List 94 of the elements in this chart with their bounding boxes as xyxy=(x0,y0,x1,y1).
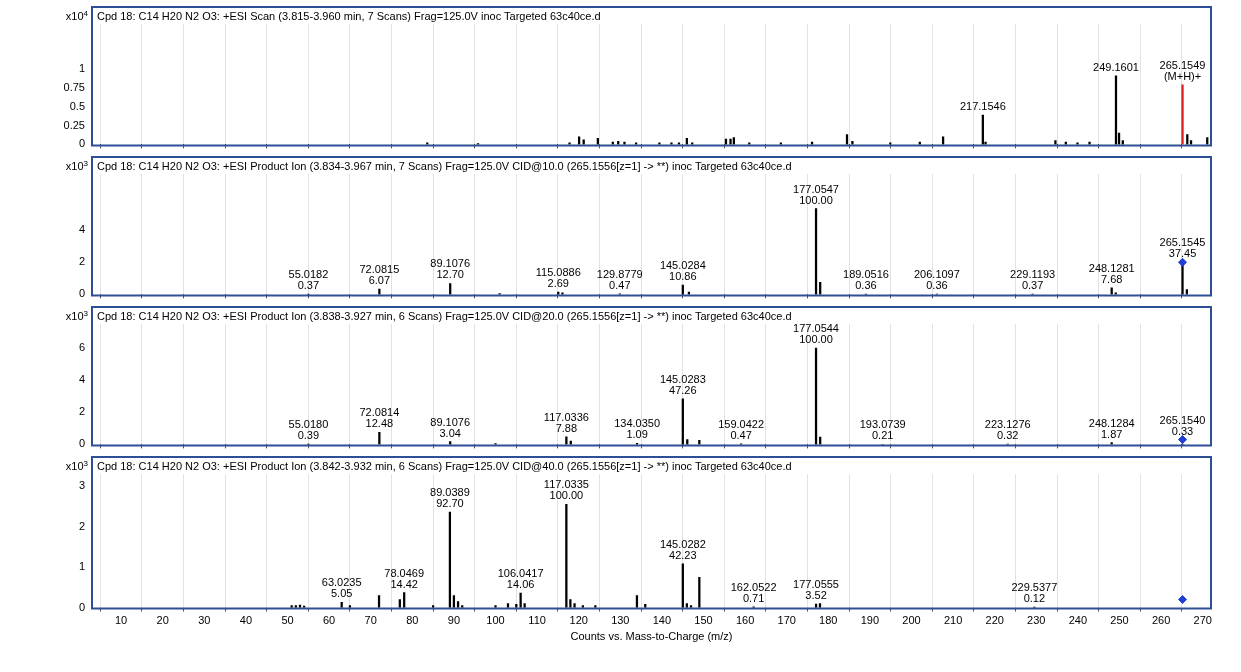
x-tick-label: 70 xyxy=(364,614,377,627)
chart-title: Cpd 18: C14 H20 N2 O3: +ESI Product Ion (3.834-3.967 min, 7 Scans) Frag=125.0V CID@10.0 (265.1556[z=1] -> **) inoc Targeted 63c40ce.d xyxy=(97,160,792,172)
chart-title: Cpd 18: C14 H20 N2 O3: +ESI Product Ion (3.842-3.932 min, 6 Scans) Frag=125.0V CID@40.0 (265.1556[z=1] -> **) inoc Targeted 63c40ce.d xyxy=(97,460,792,472)
x-tick-label: 230 xyxy=(1027,614,1046,627)
annotation: 145.0284 10.86 xyxy=(659,259,706,283)
y-tick-label: 2 xyxy=(78,405,85,418)
x-tick-label: 190 xyxy=(860,614,880,627)
annotation: 248.1284 1.87 xyxy=(1088,416,1135,440)
bar xyxy=(494,605,497,608)
x-tick-label: 60 xyxy=(322,614,336,627)
y-tick-label: 4 xyxy=(78,373,85,386)
annotation: 89.1076 3.04 xyxy=(430,415,471,439)
x-tick-label: 240 xyxy=(1068,614,1088,627)
annotation: 162.0522 0.71 xyxy=(730,580,777,604)
x-tick-label: 250 xyxy=(1110,614,1129,627)
annotation: 55.0180 0.39 xyxy=(288,418,329,442)
bar xyxy=(851,141,854,145)
x-tick-label: 140 xyxy=(652,614,672,627)
annotation: 265.1540 0.33 xyxy=(1159,413,1206,437)
annotation: 206.1097 0.36 xyxy=(913,268,960,292)
bar xyxy=(569,599,572,608)
x-tick-label: 110 xyxy=(528,614,546,627)
x-tick-label: 210 xyxy=(943,614,963,627)
annotation: 217.1546 xyxy=(959,100,1006,113)
x-tick-label: 160 xyxy=(735,614,755,627)
x-tick-label: 270 xyxy=(1193,614,1212,627)
x-tick-label: 40 xyxy=(239,614,253,627)
bar xyxy=(1054,140,1057,145)
y-tick-label: 2 xyxy=(78,255,85,268)
y-tick-label: 0.5 xyxy=(69,99,85,112)
bar xyxy=(561,292,564,295)
bar xyxy=(1181,84,1184,145)
x-tick-label: 50 xyxy=(281,614,294,627)
annotation: 145.0283 47.26 xyxy=(659,372,706,396)
chart-title: Cpd 18: C14 H20 N2 O3: +ESI Scan (3.815-3.960 min, 7 Scans) Frag=125.0V inoc Targeted 63c40ce.d xyxy=(97,10,601,22)
annotation: 159.0422 0.47 xyxy=(718,417,765,441)
y-tick-label: 1 xyxy=(78,62,85,75)
x-tick-label: 170 xyxy=(777,614,796,627)
x-tick-label: 180 xyxy=(819,614,838,627)
annotation: 89.0389 92.70 xyxy=(430,486,470,510)
annotation: 89.1076 12.70 xyxy=(430,257,471,281)
annotation: 177.0555 3.52 xyxy=(793,577,839,601)
y-tick-label: 0 xyxy=(78,437,85,450)
annotation: 223.1276 0.32 xyxy=(984,418,1031,442)
x-tick-label: 200 xyxy=(902,614,921,627)
bar xyxy=(1114,292,1117,295)
annotation: 189.0516 0.36 xyxy=(843,268,889,292)
y-tick-label: 1 xyxy=(78,560,85,573)
annotation: 117.0336 7.88 xyxy=(543,410,589,434)
annotation: 72.0814 12.48 xyxy=(359,406,400,430)
x-tick-label: 100 xyxy=(486,614,505,627)
annotation: 78.0469 14.42 xyxy=(384,566,425,590)
y-tick-label: 0.25 xyxy=(63,118,85,131)
y-tick-label: 0 xyxy=(78,600,85,613)
annotation: 63.0235 5.05 xyxy=(321,576,362,600)
y-tick-label: 0 xyxy=(78,137,85,150)
x-tick-label: 150 xyxy=(694,614,713,627)
x-tick-label: 80 xyxy=(406,614,419,627)
x-tick-label: 10 xyxy=(114,614,128,627)
annotation: 177.0547 100.00 xyxy=(793,182,839,206)
y-tick-label: 0 xyxy=(78,287,85,300)
annotation: 106.0417 14.06 xyxy=(497,567,544,591)
annotation: 249.1601 xyxy=(1093,60,1139,73)
annotation: 265.1545 37.45 xyxy=(1159,236,1206,260)
x-axis-title: Counts vs. Mass-to-Charge (m/z) xyxy=(570,630,733,643)
bar xyxy=(1088,141,1091,145)
x-tick-label: 130 xyxy=(611,614,630,627)
annotation: 229.1193 0.37 xyxy=(1010,268,1056,292)
y-tick-label: 0.75 xyxy=(63,80,85,93)
x-tick-label: 30 xyxy=(198,614,211,627)
x-tick-label: 120 xyxy=(569,614,588,627)
y-tick-label: 4 xyxy=(78,223,85,236)
y-tick-label: 2 xyxy=(78,519,85,532)
annotation: 134.0350 1.09 xyxy=(614,417,661,441)
annotation: 115.0886 2.69 xyxy=(535,266,581,290)
annotation: 265.1549 (M+H)+ xyxy=(1159,58,1206,82)
y-tick-label: 3 xyxy=(78,479,85,492)
annotation: 193.0739 0.21 xyxy=(859,418,906,442)
annotation: 117.0335 100.00 xyxy=(543,478,589,502)
chart-title: Cpd 18: C14 H20 N2 O3: +ESI Product Ion (3.838-3.927 min, 6 Scans) Frag=125.0V CID@20.0 (265.1556[z=1] -> **) inoc Targeted 63c40ce.d xyxy=(97,310,792,322)
annotation: 72.0815 6.07 xyxy=(359,263,400,287)
annotation: 129.8779 0.47 xyxy=(596,267,643,291)
annotation: 55.0182 0.37 xyxy=(288,268,329,292)
annotation: 145.0282 42.23 xyxy=(659,537,706,561)
annotation: 229.5377 0.12 xyxy=(1011,581,1058,605)
annotation: 177.0544 100.00 xyxy=(793,322,839,346)
y-tick-label: 6 xyxy=(78,341,85,354)
x-tick-label: 20 xyxy=(156,614,169,627)
x-tick-label: 220 xyxy=(985,614,1004,627)
bar xyxy=(623,141,626,145)
bar xyxy=(573,603,576,608)
x-tick-label: 90 xyxy=(447,614,461,627)
x-tick-label: 260 xyxy=(1151,614,1171,627)
annotation: 248.1281 7.68 xyxy=(1088,261,1135,285)
